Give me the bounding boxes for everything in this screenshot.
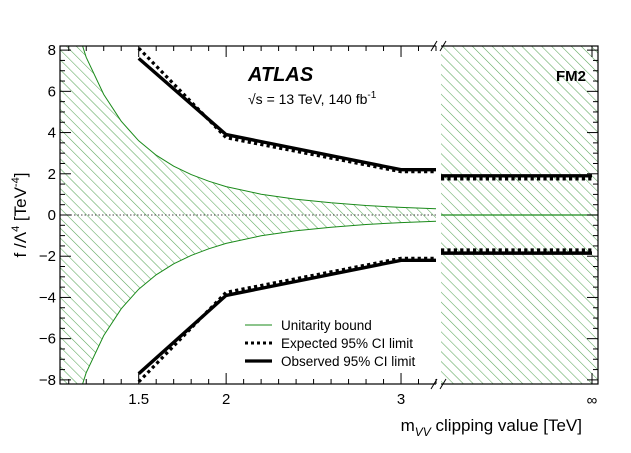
y-axis-label: f /Λ [11,231,30,257]
observed-limit-upper-line [137,57,436,172]
y-tick-label: −6 [39,331,56,348]
legend: Unitarity bound Expected 95% CI limit Ob… [245,318,416,369]
y-axis-label-exp: 4 [10,226,22,232]
legend-label-unitarity: Unitarity bound [281,318,372,333]
y-tick-label: 4 [48,125,56,142]
axis-break-gap [436,40,441,390]
y-axis-title: f /Λ4 [TeV-4] [10,173,30,258]
legend-label-expected: Expected 95% CI limit [281,336,413,351]
y-axis-unit-open: [TeV [11,186,30,225]
expected-limit-lower-line [137,256,436,384]
lumi-exponent: -1 [367,90,376,101]
y-tick-label: 2 [48,166,56,183]
unitarity-bound-lower-line [82,220,436,384]
expected-limit-upper-line [137,46,436,174]
observed-limit-lower-line [137,258,436,375]
y-axis-unit-close: ] [11,173,30,178]
legend-label-observed: Observed 95% CI limit [281,354,416,369]
y-axis-unit-exp: -4 [10,177,22,187]
energy-label: √s = 13 TeV, 140 fb [248,91,368,107]
x-tick-label: 1.5 [128,391,149,408]
y-tick-label: −2 [39,248,56,265]
x-axis-label-sub: VV [415,425,432,439]
x-tick-label: 2 [222,391,230,408]
x-axis-label-prefix: m [401,416,415,435]
y-tick-label: 8 [48,42,56,59]
operator-label: FM2 [556,68,586,85]
infinity-tick-label: ∞ [587,392,598,409]
atlas-label: ATLAS [247,64,314,86]
y-tick-label: 6 [48,83,56,100]
x-axis-label-suffix: clipping value [TeV] [431,416,582,435]
x-tick-label: 3 [397,391,405,408]
y-tick-label: −4 [39,289,56,306]
unitarity-bound-upper-line [82,46,436,210]
x-axis-title: mVV clipping value [TeV] [401,416,582,439]
energy-lumi-label: √s = 13 TeV, 140 fb-1 [248,90,377,107]
y-tick-label: 0 [48,207,56,224]
y-tick-label: −8 [39,372,56,389]
